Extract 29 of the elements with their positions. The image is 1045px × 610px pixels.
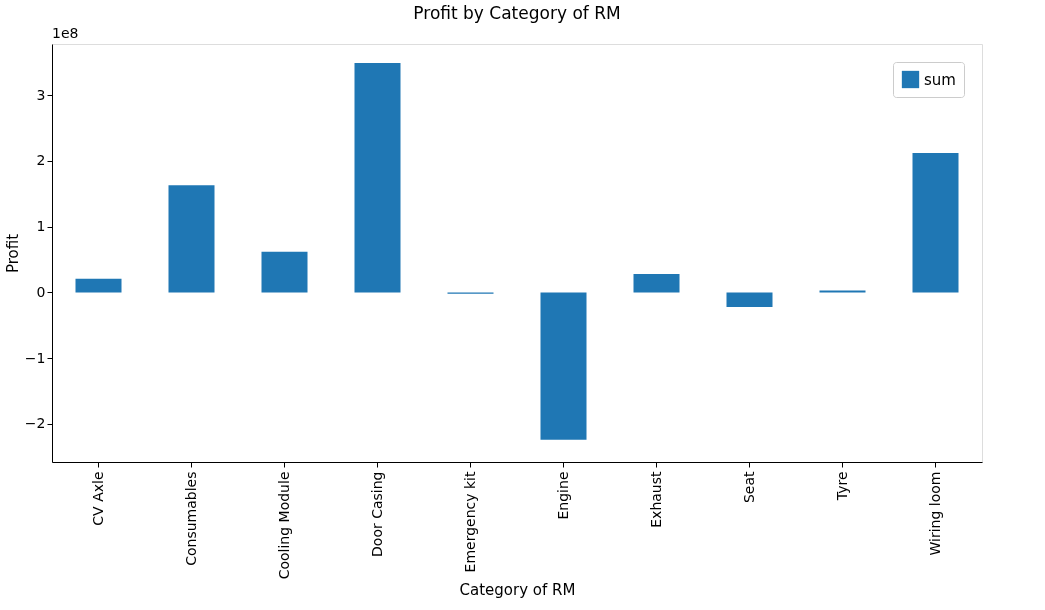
y-tick-label: −1 bbox=[24, 349, 46, 366]
bar bbox=[261, 251, 308, 293]
y-tick-label: 1 bbox=[36, 218, 46, 235]
x-tick-label: CV Axle bbox=[89, 471, 106, 526]
bar bbox=[540, 292, 587, 440]
chart-title: Profit by Category of RM bbox=[413, 3, 621, 23]
x-tick-label: Seat bbox=[740, 471, 757, 504]
text: 1e8 bbox=[52, 25, 79, 41]
x-tick-label: Tyre bbox=[833, 471, 850, 502]
x-tick-label: Door Casing bbox=[368, 471, 385, 557]
x-tick-label: Consumables bbox=[182, 471, 199, 566]
bar bbox=[354, 63, 401, 293]
legend-label: sum bbox=[924, 70, 956, 89]
x-tick-label: Exhaust bbox=[647, 471, 664, 528]
y-axis-title: Profit bbox=[3, 233, 22, 274]
bar bbox=[168, 185, 215, 293]
bar bbox=[912, 153, 959, 293]
y-tick-label: 3 bbox=[36, 86, 46, 103]
y-tick-label: 2 bbox=[36, 152, 46, 169]
y-tick-label: 0 bbox=[36, 283, 46, 300]
x-tick-label: Cooling Module bbox=[275, 471, 292, 580]
x-tick-label: Wiring loom bbox=[926, 471, 943, 556]
x-tick-label: Engine bbox=[554, 471, 571, 520]
x-axis-title: Category of RM bbox=[459, 581, 576, 600]
bar bbox=[75, 278, 122, 293]
bar bbox=[726, 292, 773, 307]
y-tick-label: −2 bbox=[24, 415, 46, 432]
bar bbox=[633, 274, 680, 293]
x-tick-label: Emergency kit bbox=[461, 471, 478, 573]
